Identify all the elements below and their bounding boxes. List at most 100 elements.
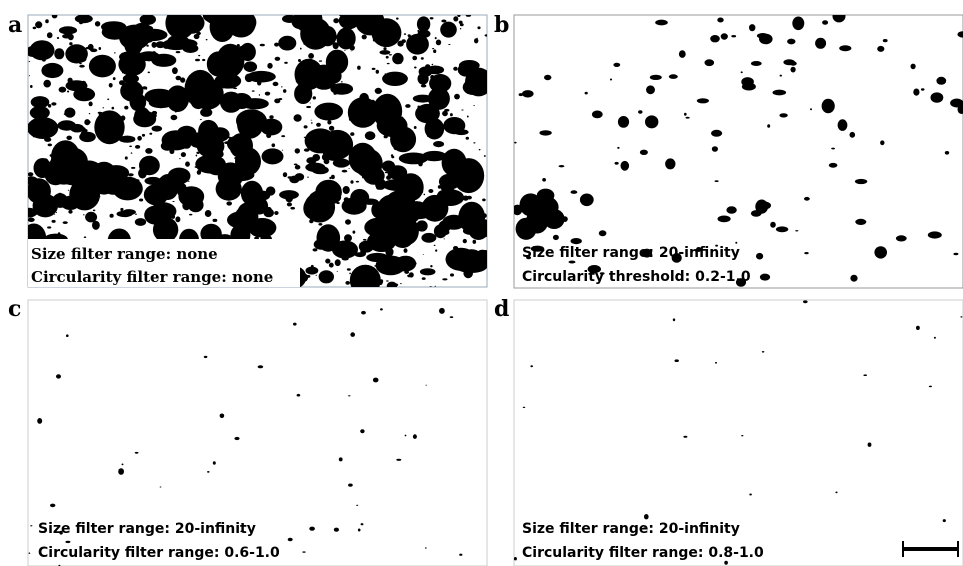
particle [335, 35, 339, 38]
particle [266, 93, 268, 95]
particle [218, 19, 222, 21]
particle [534, 196, 558, 218]
particle [99, 47, 102, 50]
particle [850, 132, 856, 138]
particle [418, 216, 419, 217]
particle [179, 158, 180, 159]
particle [443, 182, 449, 187]
particle [169, 149, 174, 154]
particle [279, 41, 285, 45]
particle [326, 198, 328, 200]
particle [98, 112, 102, 114]
particle [405, 435, 407, 437]
particle [266, 118, 267, 119]
particle [58, 232, 61, 235]
particle [75, 85, 83, 94]
particle [425, 211, 428, 214]
particle [124, 106, 128, 110]
particle [336, 198, 337, 199]
particle [159, 197, 164, 202]
particle [756, 253, 763, 260]
particle [438, 85, 442, 87]
particle [408, 34, 411, 37]
particle [815, 38, 826, 49]
particle [83, 129, 88, 132]
particle [430, 265, 432, 267]
particle [427, 270, 430, 273]
particle [48, 104, 51, 108]
particle [386, 237, 393, 240]
particle [99, 196, 101, 197]
particle [307, 202, 312, 206]
particle [69, 42, 72, 45]
particle [184, 197, 189, 200]
caption-line: Circularity filter range: 0.6-1.0 [38, 545, 280, 561]
particle [810, 108, 812, 110]
particle [437, 203, 443, 206]
particle [171, 181, 172, 182]
particle [217, 29, 218, 30]
particle [247, 193, 249, 194]
particle [364, 113, 370, 120]
particle [465, 225, 468, 228]
particle [232, 60, 234, 62]
particle [213, 219, 218, 222]
particle [345, 219, 351, 224]
particle [402, 39, 406, 43]
particle [396, 459, 401, 461]
particle [95, 21, 100, 26]
particle [735, 242, 737, 244]
particle [715, 180, 719, 182]
particle [355, 207, 357, 208]
particle [274, 43, 279, 47]
particle [293, 180, 297, 182]
particle [787, 39, 795, 45]
particle [221, 19, 223, 20]
particle [426, 123, 428, 124]
particle [460, 154, 462, 155]
particle [229, 86, 234, 89]
particle [362, 35, 367, 40]
particle [184, 34, 188, 36]
particle [453, 16, 458, 21]
particle [514, 142, 516, 144]
particle [358, 192, 361, 193]
particle [418, 161, 423, 167]
particle [448, 26, 450, 27]
particle [414, 67, 417, 69]
particle [315, 80, 317, 81]
particle [530, 365, 533, 367]
particle [27, 117, 58, 139]
particle [373, 378, 379, 383]
particle [311, 122, 313, 123]
particle [442, 111, 448, 116]
particle [296, 81, 297, 82]
particle [196, 152, 199, 154]
particle [444, 238, 445, 239]
particle [482, 213, 487, 218]
particle [57, 37, 59, 39]
particle [65, 541, 70, 543]
particle [328, 37, 329, 38]
particle [35, 226, 36, 227]
particle [419, 108, 421, 109]
particle [356, 505, 358, 506]
particle [295, 173, 305, 181]
particle [80, 196, 83, 200]
particle [442, 188, 447, 192]
caption-line: Size filter range: none [31, 245, 218, 263]
particle [188, 181, 190, 182]
particle [42, 58, 46, 61]
particle [34, 210, 38, 215]
particle [407, 275, 412, 278]
particle [160, 177, 166, 184]
particle [372, 68, 376, 70]
particle [391, 154, 393, 157]
particle [542, 178, 546, 182]
particle [258, 365, 264, 368]
particle [822, 99, 835, 113]
particle [421, 84, 427, 87]
particle [397, 263, 401, 265]
particle [380, 91, 382, 92]
particle [638, 110, 642, 113]
